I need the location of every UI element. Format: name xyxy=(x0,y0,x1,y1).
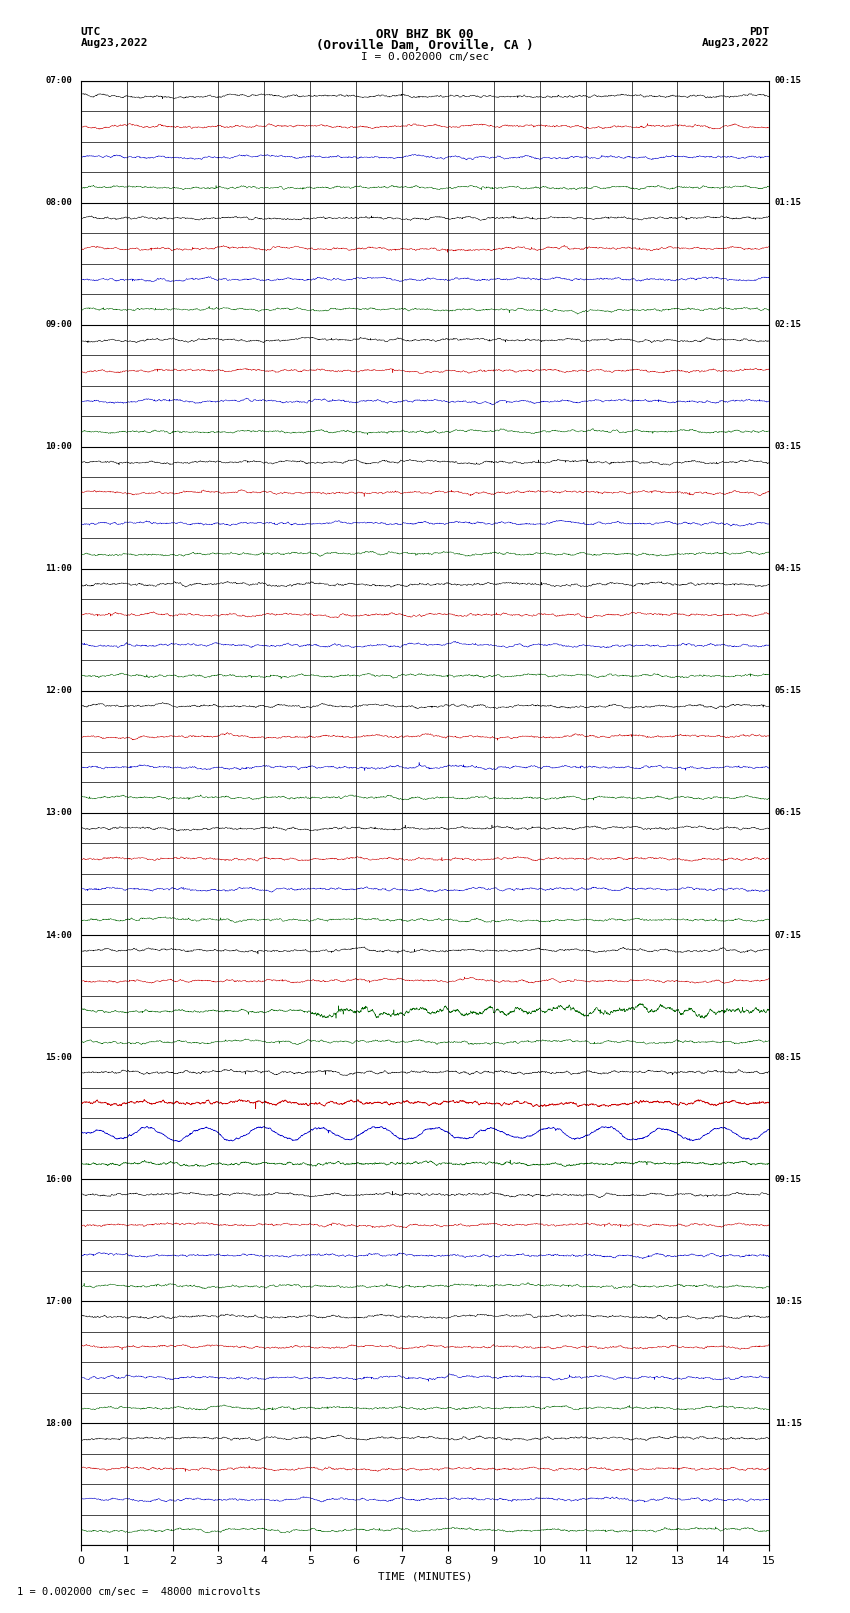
Text: Aug23,2022: Aug23,2022 xyxy=(81,39,148,48)
Text: 09:00: 09:00 xyxy=(46,321,72,329)
Text: 18:00: 18:00 xyxy=(46,1419,72,1428)
Text: 08:15: 08:15 xyxy=(774,1053,802,1061)
Text: 13:00: 13:00 xyxy=(46,808,72,818)
Text: ORV BHZ BK 00: ORV BHZ BK 00 xyxy=(377,27,473,40)
Text: 11:15: 11:15 xyxy=(774,1419,802,1428)
Text: 06:15: 06:15 xyxy=(774,808,802,818)
Text: 17:00: 17:00 xyxy=(46,1297,72,1305)
Text: 16:00: 16:00 xyxy=(46,1174,72,1184)
Text: 01:15: 01:15 xyxy=(774,198,802,206)
Text: 11:00: 11:00 xyxy=(46,565,72,573)
Text: 02:15: 02:15 xyxy=(774,321,802,329)
Text: I = 0.002000 cm/sec: I = 0.002000 cm/sec xyxy=(361,52,489,63)
Text: (Oroville Dam, Oroville, CA ): (Oroville Dam, Oroville, CA ) xyxy=(316,39,534,52)
Text: 07:00: 07:00 xyxy=(46,76,72,85)
Text: 10:00: 10:00 xyxy=(46,442,72,452)
Text: 04:15: 04:15 xyxy=(774,565,802,573)
Text: PDT: PDT xyxy=(749,27,769,37)
Text: 1 = 0.002000 cm/sec =  48000 microvolts: 1 = 0.002000 cm/sec = 48000 microvolts xyxy=(17,1587,261,1597)
Text: 00:15: 00:15 xyxy=(774,76,802,85)
Text: 12:00: 12:00 xyxy=(46,687,72,695)
Text: 15:00: 15:00 xyxy=(46,1053,72,1061)
Text: 08:00: 08:00 xyxy=(46,198,72,206)
Text: 10:15: 10:15 xyxy=(774,1297,802,1305)
Text: Aug23,2022: Aug23,2022 xyxy=(702,39,769,48)
Text: 09:15: 09:15 xyxy=(774,1174,802,1184)
Text: UTC: UTC xyxy=(81,27,101,37)
X-axis label: TIME (MINUTES): TIME (MINUTES) xyxy=(377,1571,473,1581)
Text: 14:00: 14:00 xyxy=(46,931,72,939)
Text: 03:15: 03:15 xyxy=(774,442,802,452)
Text: 07:15: 07:15 xyxy=(774,931,802,939)
Text: 05:15: 05:15 xyxy=(774,687,802,695)
